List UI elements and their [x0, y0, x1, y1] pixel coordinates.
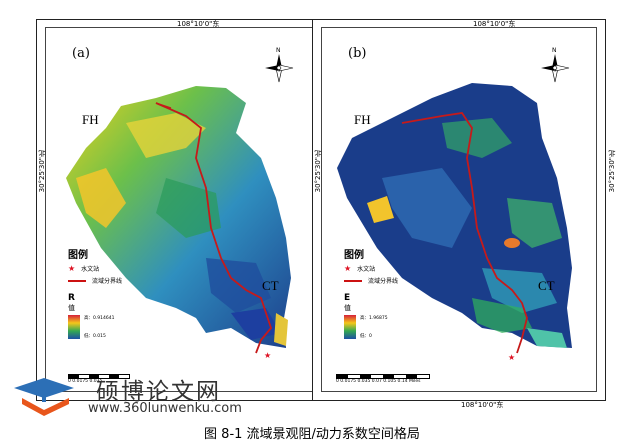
color-ramp-a: 高：0.914641 低：0.015 — [68, 315, 122, 339]
ramp-low: 低：0.015 — [84, 334, 106, 339]
basin-label-ct-b: CT — [538, 278, 555, 293]
svg-text:★: ★ — [264, 351, 271, 360]
map-b-raster: ★ — [337, 83, 572, 362]
watermark-logo-icon — [14, 378, 74, 416]
legend-b: 图例 ★ 水文站 流域分界线 E 值 高：1.96875 低：0 — [344, 246, 398, 339]
watermark-name: 硕博论文网 — [96, 379, 221, 405]
legend-boundary: 流域分界线 — [68, 276, 122, 285]
station-star-icon: ★ — [344, 264, 352, 273]
north-arrow-icon: N — [265, 47, 294, 83]
ramp-bar — [344, 315, 356, 339]
map-panel-a: (a) N — [36, 19, 329, 401]
ramp-head: R — [68, 293, 75, 303]
top-coord-a: 108°10'0"东 — [177, 20, 220, 28]
ramp-high: 高：1.96875 — [360, 316, 388, 321]
top-coord-b: 108°10'0"东 — [473, 20, 516, 28]
ramp-head: E — [344, 293, 351, 303]
panel-label-a: (a) — [72, 46, 90, 61]
svg-text:★: ★ — [508, 353, 515, 362]
basin-label-ct-a: CT — [262, 278, 279, 293]
figure-caption: 图 8-1 流域景观阻/动力系数空间格局 — [204, 427, 420, 442]
legend-a: 图例 ★ 水文站 流域分界线 R 值 高：0.914641 低：0.015 — [68, 246, 122, 339]
basin-label-fh-a: FH — [82, 112, 99, 127]
legend-boundary: 流域分界线 — [344, 276, 398, 285]
scale-bar-a: 0 0.0175 0.035 — [68, 374, 130, 384]
map-frame-a: (a) N — [45, 27, 320, 392]
ramp-sub: 值 — [68, 304, 75, 312]
boundary-line-icon — [68, 279, 86, 282]
station-star-icon: ★ — [68, 264, 76, 273]
north-arrow-icon: N — [541, 47, 570, 83]
side-coord-a: 30°25'30"北 — [38, 150, 46, 193]
basin-label-fh-b: FH — [354, 112, 371, 127]
legend-station: ★ 水文站 — [68, 264, 100, 273]
map-a-raster: ★ — [66, 86, 291, 360]
ramp-high: 高：0.914641 — [84, 316, 115, 321]
side-coord-b-right: 30°25'30"北 — [608, 150, 616, 193]
scale-bar-b: 0 0.0175 0.035 0.07 0.105 0.14 Miles — [336, 374, 430, 384]
map-panel-b: (b) N ★ FH CT 图例 ★ 水文站 流域分界线 E — [312, 19, 616, 409]
bottom-coord-b: 108°10'0"东 — [461, 401, 504, 409]
legend-title: 图例 — [344, 250, 364, 261]
svg-text:N: N — [552, 47, 557, 54]
map-frame-b: (b) N ★ FH CT 图例 ★ 水文站 流域分界线 E — [321, 27, 597, 392]
color-ramp-b: 高：1.96875 低：0 — [344, 315, 398, 339]
legend-title: 图例 — [68, 250, 88, 261]
ramp-sub: 值 — [344, 304, 351, 312]
panel-label-b: (b) — [348, 46, 367, 61]
ramp-bar — [68, 315, 80, 339]
svg-text:N: N — [276, 47, 281, 54]
side-coord-b: 30°25'30"北 — [314, 150, 322, 193]
ramp-low: 低：0 — [360, 334, 372, 339]
boundary-line-icon — [344, 279, 362, 282]
legend-station: ★ 水文站 — [344, 264, 376, 273]
watermark-url: www.360lunwenku.com — [88, 401, 242, 416]
